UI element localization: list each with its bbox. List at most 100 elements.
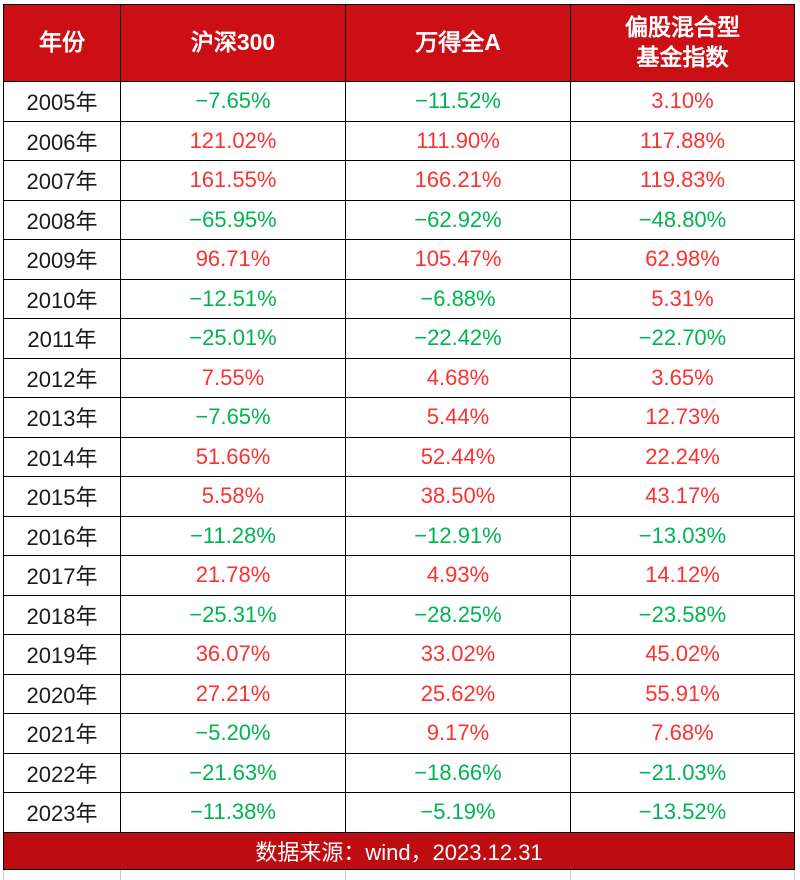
- negative-return-cell: −62.92%: [345, 199, 571, 240]
- table-row: 2013年 −7.65% 5.44% 12.73%: [3, 397, 795, 438]
- year-cell: 2017年: [3, 555, 121, 596]
- year-cell: 2020年: [3, 673, 121, 714]
- positive-return-cell: 117.88%: [570, 120, 795, 161]
- cutoff-row: [3, 869, 795, 880]
- table-row: 2011年 −25.01% −22.42% −22.70%: [3, 318, 795, 359]
- table-footer: 数据来源：wind，2023.12.31: [3, 831, 795, 880]
- positive-return-cell: 52.44%: [345, 436, 571, 477]
- negative-return-cell: −25.31%: [120, 594, 346, 635]
- header-cell-wind-a: 万得全A: [345, 4, 571, 82]
- table-row: 2017年 21.78% 4.93% 14.12%: [3, 555, 795, 596]
- cutoff-cell: [3, 869, 121, 880]
- table-row: 2023年 −11.38% −5.19% −13.52%: [3, 792, 795, 833]
- table-row: 2022年 −21.63% −18.66% −21.03%: [3, 752, 795, 793]
- year-cell: 2008年: [3, 199, 121, 240]
- negative-return-cell: −7.65%: [120, 397, 346, 438]
- positive-return-cell: 105.47%: [345, 239, 571, 280]
- returns-table: 年份 沪深300 万得全A 偏股混合型 基金指数 2005年 −7.65% −11.…: [3, 4, 795, 880]
- table-header: 年份 沪深300 万得全A 偏股混合型 基金指数: [3, 4, 795, 82]
- positive-return-cell: 7.68%: [570, 713, 795, 754]
- year-cell: 2015年: [3, 476, 121, 517]
- positive-return-cell: 7.55%: [120, 357, 346, 398]
- table-row: 2018年 −25.31% −28.25% −23.58%: [3, 594, 795, 635]
- positive-return-cell: 55.91%: [570, 673, 795, 714]
- positive-return-cell: 51.66%: [120, 436, 346, 477]
- table-row: 2009年 96.71% 105.47% 62.98%: [3, 239, 795, 280]
- year-cell: 2009年: [3, 239, 121, 280]
- table-row: 2014年 51.66% 52.44% 22.24%: [3, 436, 795, 477]
- header-cell-year: 年份: [3, 4, 121, 82]
- negative-return-cell: −12.51%: [120, 278, 346, 319]
- year-cell: 2016年: [3, 515, 121, 556]
- year-cell: 2006年: [3, 120, 121, 161]
- positive-return-cell: 38.50%: [345, 476, 571, 517]
- positive-return-cell: 21.78%: [120, 555, 346, 596]
- year-cell: 2011年: [3, 318, 121, 359]
- cutoff-cell: [570, 869, 795, 880]
- positive-return-cell: 96.71%: [120, 239, 346, 280]
- negative-return-cell: −11.52%: [345, 81, 571, 122]
- positive-return-cell: 5.31%: [570, 278, 795, 319]
- positive-return-cell: 166.21%: [345, 160, 571, 201]
- year-cell: 2010年: [3, 278, 121, 319]
- year-cell: 2012年: [3, 357, 121, 398]
- year-cell: 2013年: [3, 397, 121, 438]
- year-cell: 2007年: [3, 160, 121, 201]
- positive-return-cell: 3.65%: [570, 357, 795, 398]
- header-cell-fund-index: 偏股混合型 基金指数: [570, 4, 795, 82]
- table-row: 2019年 36.07% 33.02% 45.02%: [3, 634, 795, 675]
- negative-return-cell: −21.63%: [120, 752, 346, 793]
- data-source-label: 数据来源：wind，2023.12.31: [3, 831, 795, 870]
- positive-return-cell: 4.93%: [345, 555, 571, 596]
- positive-return-cell: 111.90%: [345, 120, 571, 161]
- negative-return-cell: −48.80%: [570, 199, 795, 240]
- positive-return-cell: 4.68%: [345, 357, 571, 398]
- table-row: 2006年 121.02% 111.90% 117.88%: [3, 120, 795, 161]
- positive-return-cell: 27.21%: [120, 673, 346, 714]
- cutoff-cell: [345, 869, 571, 880]
- negative-return-cell: −11.38%: [120, 792, 346, 833]
- negative-return-cell: −7.65%: [120, 81, 346, 122]
- negative-return-cell: −5.19%: [345, 792, 571, 833]
- negative-return-cell: −28.25%: [345, 594, 571, 635]
- positive-return-cell: 45.02%: [570, 634, 795, 675]
- table-body: 2005年 −7.65% −11.52% 3.10% 2006年 121.02% 111.9…: [3, 81, 795, 833]
- negative-return-cell: −11.28%: [120, 515, 346, 556]
- year-cell: 2018年: [3, 594, 121, 635]
- negative-return-cell: −13.52%: [570, 792, 795, 833]
- negative-return-cell: −21.03%: [570, 752, 795, 793]
- negative-return-cell: −18.66%: [345, 752, 571, 793]
- negative-return-cell: −6.88%: [345, 278, 571, 319]
- year-cell: 2021年: [3, 713, 121, 754]
- year-cell: 2022年: [3, 752, 121, 793]
- negative-return-cell: −25.01%: [120, 318, 346, 359]
- positive-return-cell: 14.12%: [570, 555, 795, 596]
- year-cell: 2005年: [3, 81, 121, 122]
- positive-return-cell: 5.58%: [120, 476, 346, 517]
- table-row: 2008年 −65.95% −62.92% −48.80%: [3, 199, 795, 240]
- positive-return-cell: 5.44%: [345, 397, 571, 438]
- positive-return-cell: 9.17%: [345, 713, 571, 754]
- annual-returns-table: 年份 沪深300 万得全A 偏股混合型 基金指数 2005年 −7.65% −11.…: [3, 4, 795, 880]
- positive-return-cell: 36.07%: [120, 634, 346, 675]
- table-row: 2010年 −12.51% −6.88% 5.31%: [3, 278, 795, 319]
- table-row: 2016年 −11.28% −12.91% −13.03%: [3, 515, 795, 556]
- table-row: 2015年 5.58% 38.50% 43.17%: [3, 476, 795, 517]
- positive-return-cell: 119.83%: [570, 160, 795, 201]
- negative-return-cell: −12.91%: [345, 515, 571, 556]
- positive-return-cell: 33.02%: [345, 634, 571, 675]
- positive-return-cell: 161.55%: [120, 160, 346, 201]
- header-row: 年份 沪深300 万得全A 偏股混合型 基金指数: [3, 4, 795, 82]
- negative-return-cell: −65.95%: [120, 199, 346, 240]
- year-cell: 2023年: [3, 792, 121, 833]
- year-cell: 2019年: [3, 634, 121, 675]
- table-row: 2021年 −5.20% 9.17% 7.68%: [3, 713, 795, 754]
- negative-return-cell: −13.03%: [570, 515, 795, 556]
- positive-return-cell: 43.17%: [570, 476, 795, 517]
- cutoff-cell: [120, 869, 346, 880]
- positive-return-cell: 22.24%: [570, 436, 795, 477]
- positive-return-cell: 62.98%: [570, 239, 795, 280]
- positive-return-cell: 25.62%: [345, 673, 571, 714]
- table-row: 2020年 27.21% 25.62% 55.91%: [3, 673, 795, 714]
- footer-row: 数据来源：wind，2023.12.31: [3, 831, 795, 870]
